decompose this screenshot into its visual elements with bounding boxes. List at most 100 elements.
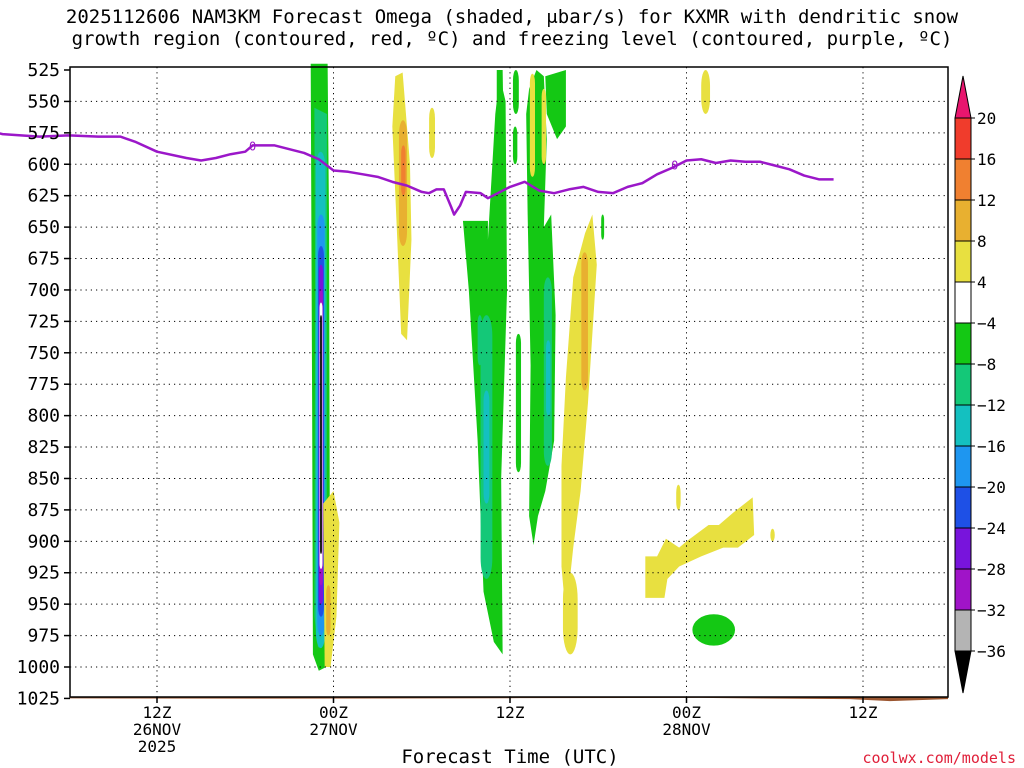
omega-down-late-plus-4 bbox=[645, 497, 755, 598]
omega-down-band-1-plus-12 bbox=[401, 145, 406, 196]
colorbar-label-1: 16 bbox=[977, 150, 996, 169]
y-tick-label-825: 825 bbox=[27, 437, 60, 458]
omega-down-small-5 bbox=[770, 528, 775, 542]
colorbar-label-12: −32 bbox=[977, 601, 1006, 620]
colorbar-segment-9 bbox=[954, 445, 972, 488]
y-tick-label-875: 875 bbox=[27, 500, 60, 521]
omega-band-2-top-minus-4 bbox=[496, 70, 505, 190]
omega-spot-minus-4-a bbox=[512, 70, 519, 114]
freezing-level-label-2: 0 bbox=[671, 158, 678, 172]
y-tick-label-600: 600 bbox=[27, 154, 60, 175]
x-axis-label: Forecast Time (UTC) bbox=[401, 746, 619, 768]
plot-frame bbox=[69, 66, 949, 698]
colorbar-label-10: −24 bbox=[977, 519, 1006, 538]
omega-down-small-1 bbox=[429, 107, 435, 158]
colorbar-segment-5 bbox=[954, 281, 972, 324]
y-tick-label-750: 750 bbox=[27, 343, 60, 364]
colorbar-segment-3 bbox=[954, 199, 972, 242]
y-tick-label-550: 550 bbox=[27, 91, 60, 112]
omega-band-3-minus-12 bbox=[546, 340, 551, 416]
y-tick-label-675: 675 bbox=[27, 249, 60, 270]
colorbar-segment-10 bbox=[954, 486, 972, 529]
colorbar-label-7: −12 bbox=[977, 396, 1006, 415]
colorbar-label-2: 12 bbox=[977, 191, 996, 210]
colorbar-top-arrow bbox=[954, 75, 972, 119]
y-tick-label-625: 625 bbox=[27, 186, 60, 207]
colorbar-label-13: −36 bbox=[977, 642, 1006, 661]
colorbar-segment-8 bbox=[954, 404, 972, 447]
credit-link[interactable]: coolwx.com/models bbox=[862, 749, 1016, 767]
omega-down-small-3 bbox=[541, 88, 547, 165]
y-tick-label-1025: 1025 bbox=[17, 688, 60, 709]
x-tick-label-6-2: 2025 bbox=[138, 737, 177, 756]
y-tick-label-1000: 1000 bbox=[17, 657, 60, 678]
y-tick-label-975: 975 bbox=[27, 626, 60, 647]
omega-down-band-2-plus-8 bbox=[581, 252, 588, 391]
colorbar-segment-13 bbox=[954, 609, 972, 652]
colorbar-label-6: −8 bbox=[977, 355, 996, 374]
omega-down-band-2-bottom bbox=[562, 572, 578, 655]
y-tick-label-650: 650 bbox=[27, 217, 60, 238]
colorbar-label-0: 20 bbox=[977, 109, 996, 128]
omega-down-low-plus-8 bbox=[326, 585, 331, 636]
colorbar-segment-12 bbox=[954, 568, 972, 611]
omega-shading-layer bbox=[310, 63, 775, 671]
omega-late-minus-4 bbox=[692, 614, 736, 646]
omega-spot-minus-4-d bbox=[601, 214, 605, 240]
x-tick-label-42-1: 28NOV bbox=[662, 720, 711, 739]
omega-spot-minus-4-b bbox=[512, 126, 518, 165]
colorbar-label-11: −28 bbox=[977, 560, 1006, 579]
y-tick-label-700: 700 bbox=[27, 280, 60, 301]
colorbar-label-3: 8 bbox=[977, 232, 987, 251]
chart-title-line-2: growth region (contoured, red, ºC) and f… bbox=[71, 28, 953, 50]
y-tick-label-950: 950 bbox=[27, 594, 60, 615]
omega-down-small-2 bbox=[529, 73, 536, 177]
omega-down-small-6 bbox=[701, 70, 711, 114]
colorbar-segment-1 bbox=[954, 117, 972, 160]
y-tick-label-525: 525 bbox=[27, 60, 60, 81]
colorbar-label-4: 4 bbox=[977, 273, 987, 292]
y-tick-label-925: 925 bbox=[27, 563, 60, 584]
freezing-level-line bbox=[0, 132, 834, 216]
x-tick-label-6-0: 12Z bbox=[143, 703, 172, 722]
colorbar-label-9: −20 bbox=[977, 478, 1006, 497]
colorbar-segment-11 bbox=[954, 527, 972, 570]
x-tick-label-6-1: 26NOV bbox=[133, 720, 182, 739]
omega-down-low-plus-4 bbox=[323, 491, 340, 667]
y-tick-label-900: 900 bbox=[27, 531, 60, 552]
y-tick-label-850: 850 bbox=[27, 468, 60, 489]
omega-down-small-4 bbox=[676, 484, 681, 510]
chart-title-line-1: 2025112606 NAM3KM Forecast Omega (shaded… bbox=[65, 6, 959, 28]
y-tick-label-575: 575 bbox=[27, 123, 60, 144]
colorbar-label-5: −4 bbox=[977, 314, 996, 333]
colorbar-segment-7 bbox=[954, 363, 972, 406]
omega-band-2-left-minus-8 bbox=[477, 315, 483, 366]
colorbar-segment-4 bbox=[954, 240, 972, 283]
omega-spot-minus-4-c bbox=[515, 333, 522, 473]
y-axis: 525 550 575 600 625 650 675 700 725 750 775 800 825 8… bbox=[17, 60, 70, 709]
colorbar: 20 16 12 8 4 −4 −8 −12 −16 −20 −24 −28 −32 −36 bbox=[954, 75, 1006, 694]
freezing-level-layer: 00 bbox=[0, 132, 834, 216]
x-tick-label-30-0: 12Z bbox=[496, 703, 525, 722]
chart-title: 2025112606 NAM3KM Forecast Omega (shaded… bbox=[0, 6, 1024, 50]
x-tick-label-54-0: 12Z bbox=[849, 703, 878, 722]
ground-layer bbox=[70, 697, 948, 702]
colorbar-label-8: −16 bbox=[977, 437, 1006, 456]
freezing-level-label-1: 0 bbox=[249, 139, 256, 153]
x-tick-label-18-0: 00Z bbox=[319, 703, 348, 722]
gridlines bbox=[70, 67, 948, 697]
colorbar-bottom-arrow bbox=[954, 650, 972, 694]
omega-band-3-top-minus-4 bbox=[545, 70, 566, 140]
omega-core-minus-36 bbox=[320, 315, 322, 554]
y-tick-label-775: 775 bbox=[27, 374, 60, 395]
colorbar-segment-6 bbox=[954, 322, 972, 365]
ground-below-surface bbox=[70, 697, 948, 702]
x-tick-label-42-0: 00Z bbox=[672, 703, 701, 722]
colorbar-segment-2 bbox=[954, 158, 972, 201]
omega-down-band-2-plus-4 bbox=[561, 214, 597, 617]
y-tick-label-800: 800 bbox=[27, 406, 60, 427]
x-tick-label-18-1: 27NOV bbox=[309, 720, 358, 739]
y-tick-label-725: 725 bbox=[27, 311, 60, 332]
